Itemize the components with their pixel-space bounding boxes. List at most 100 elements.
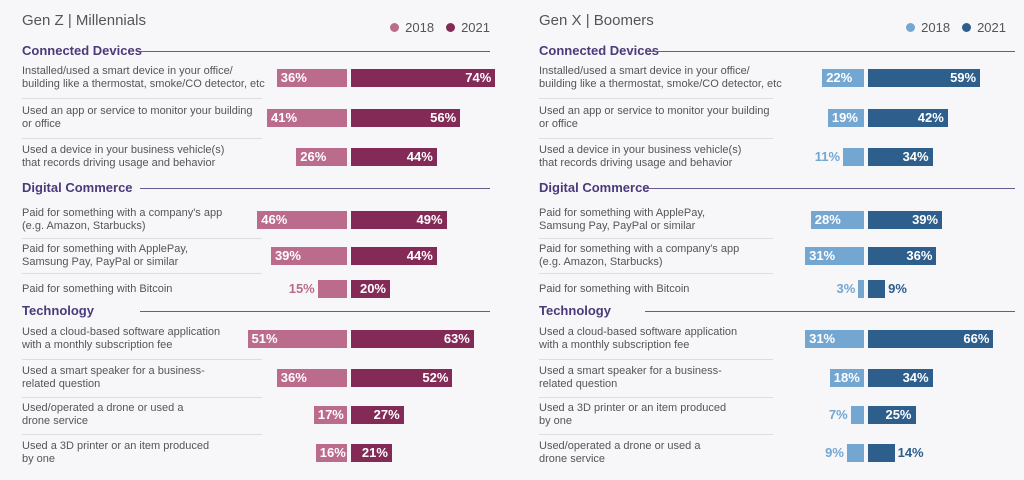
bar-2018: 36% xyxy=(276,69,347,87)
bar-2021: 66% xyxy=(868,330,994,348)
legend-label-2021: 2021 xyxy=(977,20,1006,35)
bar-2018 xyxy=(850,406,864,424)
panel-gen-x-boomers: Gen X | Boomers 2018 2021 Connected Devi… xyxy=(515,0,1024,480)
row-label: Used/operated a drone or used a drone ser… xyxy=(539,440,701,465)
bar-2018: 18% xyxy=(829,369,864,387)
legend-item-2021: 2021 xyxy=(446,20,490,35)
legend-label-2018: 2018 xyxy=(921,20,951,35)
bar-2018: 28% xyxy=(810,211,864,229)
value-label-2018: 15% xyxy=(288,281,315,296)
legend-label-2021: 2021 xyxy=(461,20,490,35)
bar-2021: 36% xyxy=(868,247,937,265)
row-label: Used a smart speaker for a business-rela… xyxy=(539,365,722,390)
legend-swatch-2021 xyxy=(446,23,456,32)
section-rule xyxy=(645,311,1015,312)
legend: 2018 2021 xyxy=(894,20,1006,35)
row-label: Used a cloud-based software application w… xyxy=(22,326,221,351)
row-separator xyxy=(539,138,773,139)
bar-2021 xyxy=(868,280,886,298)
row-separator xyxy=(22,359,262,360)
row-label: Paid for something with Bitcoin xyxy=(22,282,173,295)
row-separator xyxy=(22,397,262,398)
row-label: Paid for something with a company's app(… xyxy=(539,243,740,268)
bar-2018: 31% xyxy=(805,247,864,265)
bar-2021: 74% xyxy=(351,69,496,87)
bar-2021: 39% xyxy=(868,211,943,229)
bar-2021: 49% xyxy=(351,211,447,229)
row-separator xyxy=(539,359,773,360)
legend-item-2018: 2018 xyxy=(390,20,434,35)
bar-2021: 44% xyxy=(351,148,437,166)
panel-title: Gen X | Boomers xyxy=(539,12,654,29)
bar-2021: 42% xyxy=(868,109,948,127)
bar-2021: 44% xyxy=(351,247,437,265)
value-label-2018: 11% xyxy=(814,149,841,164)
section-rule xyxy=(140,311,490,312)
row-label: Used a smart speaker for a business-rela… xyxy=(22,365,205,390)
row-separator xyxy=(22,273,262,274)
bar-2018: 39% xyxy=(270,247,347,265)
row-label: Paid for something with a company's app(… xyxy=(22,207,223,232)
row-label: Used/operated a drone or used a drone ser… xyxy=(22,402,184,427)
legend-item-2021: 2021 xyxy=(962,20,1006,35)
bar-2018: 41% xyxy=(267,109,347,127)
row-separator xyxy=(22,434,262,435)
bar-2021: 59% xyxy=(868,69,981,87)
section-rule xyxy=(645,188,1015,189)
row-separator xyxy=(539,98,773,99)
bar-2021: 27% xyxy=(351,406,404,424)
row-label: Paid for something with ApplePay, Samsung… xyxy=(539,207,706,232)
bar-2018 xyxy=(843,148,864,166)
value-label-2018: 7% xyxy=(828,407,848,422)
row-separator xyxy=(22,238,262,239)
section-title: Digital Commerce xyxy=(22,180,133,195)
bar-2018: 17% xyxy=(313,406,347,424)
bar-2018: 51% xyxy=(247,330,347,348)
section-title: Technology xyxy=(539,303,611,318)
row-label: Paid for something with ApplePay, Samsung… xyxy=(22,243,189,268)
bar-2018: 26% xyxy=(296,148,347,166)
section-rule xyxy=(645,51,1015,52)
bar-2021: 63% xyxy=(351,330,474,348)
bar-2018: 22% xyxy=(822,69,864,87)
legend: 2018 2021 xyxy=(378,20,490,35)
panel-title: Gen Z | Millennials xyxy=(22,12,146,29)
row-separator xyxy=(539,238,773,239)
row-label: Used an app or service to monitor your b… xyxy=(539,105,770,130)
value-label-2018: 3% xyxy=(836,281,856,296)
row-label: Used a 3D printer or an item produced by … xyxy=(22,440,210,465)
value-label-2018: 9% xyxy=(825,445,844,460)
value-label-2021: 9% xyxy=(888,281,907,296)
legend-label-2018: 2018 xyxy=(405,20,435,35)
panel-gen-z-millennials: Gen Z | Millennials 2018 2021 Connected … xyxy=(0,0,500,480)
bar-2021: 21% xyxy=(351,444,392,462)
section-title: Technology xyxy=(22,303,94,318)
bar-2018: 19% xyxy=(827,109,864,127)
legend-swatch-2018 xyxy=(390,23,400,32)
bar-2018 xyxy=(317,280,347,298)
row-label: Used a cloud-based software application w… xyxy=(539,326,738,351)
bar-2021 xyxy=(868,444,895,462)
row-separator xyxy=(539,273,773,274)
bar-2021: 52% xyxy=(351,369,453,387)
row-label: Installed/used a smart device in your of… xyxy=(539,65,782,90)
bar-2021: 25% xyxy=(868,406,916,424)
row-separator xyxy=(22,138,262,139)
row-separator xyxy=(539,434,773,435)
bar-2021: 20% xyxy=(351,280,390,298)
bar-2018 xyxy=(858,280,864,298)
row-separator xyxy=(22,98,262,99)
bar-2018 xyxy=(846,444,864,462)
row-label: Used an app or service to monitor your b… xyxy=(22,105,253,130)
bar-2021: 34% xyxy=(868,369,933,387)
value-label-2021: 14% xyxy=(897,445,924,460)
legend-item-2018: 2018 xyxy=(906,20,950,35)
section-title: Digital Commerce xyxy=(539,180,650,195)
legend-swatch-2021 xyxy=(962,23,972,32)
bar-2021: 56% xyxy=(351,109,461,127)
row-separator xyxy=(539,397,773,398)
bar-2018: 46% xyxy=(257,211,347,229)
bar-2021: 34% xyxy=(868,148,933,166)
bar-2018: 36% xyxy=(276,369,347,387)
section-rule xyxy=(140,188,490,189)
